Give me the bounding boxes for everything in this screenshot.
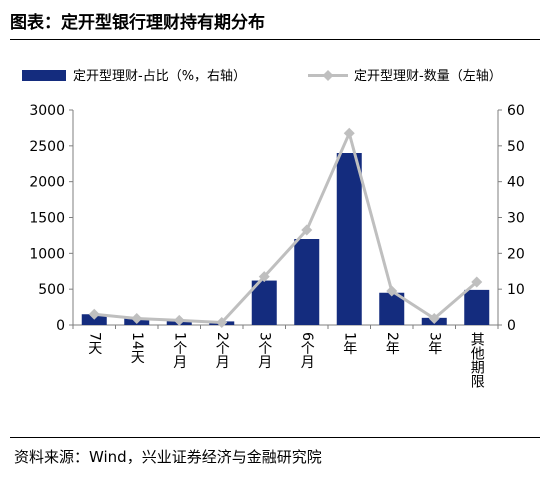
- legend-bar-label: 定开型理财-占比（%，右轴）: [73, 69, 246, 84]
- line-point: [88, 308, 100, 320]
- legend-line-label: 定开型理财-数量（左轴）: [354, 69, 502, 84]
- right-axis-tick-label: 30: [507, 211, 525, 227]
- line-point: [131, 313, 143, 325]
- bar: [464, 289, 490, 325]
- right-axis-tick-label: 40: [507, 175, 525, 191]
- left-axis-tick-label: 500: [38, 282, 65, 298]
- x-tick-label: 3年: [426, 332, 442, 355]
- title-divider: [10, 39, 540, 40]
- x-tick-label: 6个月: [299, 332, 315, 370]
- line-point: [428, 313, 440, 325]
- right-axis-tick-label: 60: [507, 103, 525, 119]
- x-axis-labels: 7天 14天 1个月 2个月 3个月 6个月 1年 2年 3年 其他期限: [86, 332, 485, 388]
- line-point: [258, 271, 270, 283]
- bar: [294, 239, 320, 325]
- line-point: [173, 314, 185, 326]
- left-axis-tick-label: 1500: [29, 211, 65, 227]
- chart-axes: 0 500 1000 1500 2000 2500 3000 0 10 20 30 40 50 60: [29, 103, 524, 334]
- source-divider: [10, 437, 540, 438]
- x-tick-label: 7天: [86, 332, 102, 355]
- left-axis-tick-label: 3000: [29, 103, 65, 119]
- x-tick-label: 1个月: [171, 332, 187, 370]
- x-tick-label: 2个月: [214, 332, 230, 370]
- line-path: [94, 131, 478, 324]
- x-tick-label: 3个月: [256, 332, 272, 370]
- line-point: [471, 276, 483, 288]
- line-point: [216, 316, 228, 328]
- right-axis-tick-label: 20: [507, 246, 525, 262]
- x-tick-label: 1年: [341, 332, 357, 355]
- line-point: [301, 224, 313, 236]
- left-axis-tick-label: 1000: [29, 246, 65, 262]
- chart-legend: 定开型理财-占比（%，右轴） 定开型理财-数量（左轴）: [22, 69, 502, 84]
- legend-line-marker: [322, 70, 334, 81]
- left-axis-tick-label: 0: [56, 318, 65, 334]
- line-series: [88, 127, 483, 328]
- line-point: [343, 127, 355, 139]
- bar-series: [81, 153, 490, 325]
- x-tick-label: 2年: [384, 332, 400, 355]
- x-tick-label: 14天: [129, 332, 145, 364]
- left-axis-tick-label: 2000: [29, 175, 65, 191]
- x-tick-label: 其他期限: [469, 332, 485, 388]
- right-axis-tick-label: 0: [507, 318, 516, 334]
- source-note: 资料来源：Wind，兴业证券经济与金融研究院: [14, 448, 322, 466]
- holding-period-chart: 定开型理财-占比（%，右轴） 定开型理财-数量（左轴） 050010001500…: [22, 69, 525, 388]
- legend-bar-swatch: [22, 70, 66, 81]
- left-axis-tick-label: 2500: [29, 139, 65, 155]
- line-point: [386, 285, 398, 297]
- bar: [336, 153, 362, 325]
- page-title: 图表：定开型银行理财持有期分布: [10, 13, 265, 33]
- right-axis-tick-label: 10: [507, 282, 525, 298]
- bar: [251, 280, 277, 325]
- right-axis-tick-label: 50: [507, 139, 525, 155]
